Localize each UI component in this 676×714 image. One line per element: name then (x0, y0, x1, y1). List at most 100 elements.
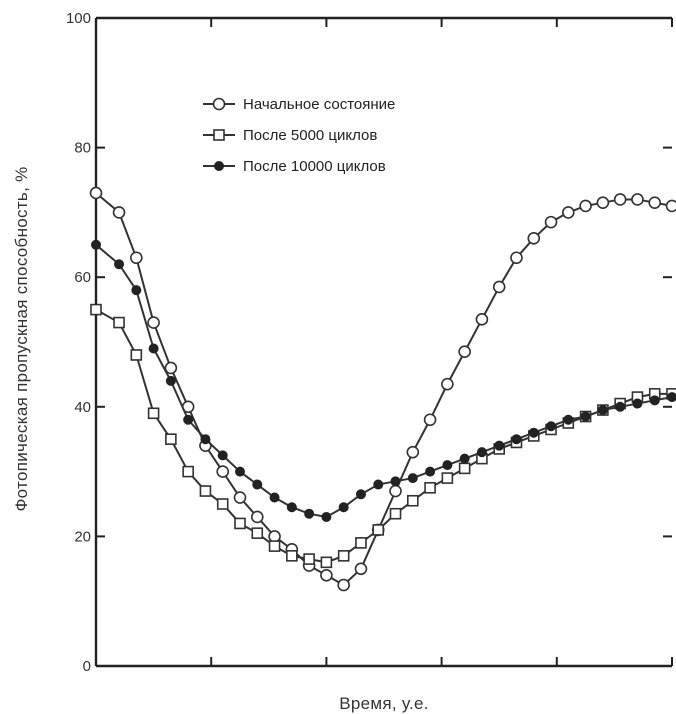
data-point (251, 527, 264, 539)
data-point (510, 251, 523, 265)
data-point (183, 414, 194, 425)
data-point (130, 349, 143, 361)
data-point (441, 472, 454, 484)
y-tick-label: 0 (83, 658, 91, 675)
data-point (250, 510, 264, 524)
series-1 (89, 186, 676, 592)
data-point (648, 196, 662, 209)
data-point (597, 405, 608, 416)
data-point (649, 395, 660, 406)
data-point (89, 186, 103, 200)
data-point (406, 445, 420, 459)
series-line (95, 244, 673, 519)
data-point (113, 316, 125, 329)
data-point (441, 377, 454, 391)
data-point (458, 462, 471, 475)
data-point (216, 465, 230, 478)
data-point (492, 280, 506, 294)
data-point (355, 489, 366, 500)
data-point (130, 251, 143, 265)
data-point (528, 427, 539, 438)
data-point (199, 485, 212, 497)
data-point (112, 206, 126, 219)
data-point (546, 421, 557, 432)
data-point (494, 440, 505, 451)
legend-item: Начальное состояние (203, 96, 395, 113)
y-tick-label: 20 (74, 528, 91, 545)
data-point (147, 316, 160, 329)
legend-label: После 10000 циклов (243, 158, 386, 175)
data-point (459, 453, 470, 464)
data-point (424, 481, 436, 494)
data-point (407, 473, 418, 484)
data-point (268, 540, 281, 552)
data-point (164, 361, 178, 375)
data-point (320, 556, 333, 569)
y-axis-title: Фотопическая пропускная способность, % (12, 166, 31, 511)
data-point (338, 502, 349, 513)
data-point (147, 407, 160, 420)
data-point (667, 392, 676, 403)
series-line (95, 192, 673, 587)
data-point (527, 232, 541, 245)
series-group (89, 186, 676, 592)
data-point (269, 492, 280, 503)
data-point (580, 411, 591, 422)
data-point (373, 479, 384, 490)
legend-item: После 10000 циклов (203, 158, 386, 175)
data-point (596, 196, 610, 209)
data-point (286, 502, 297, 513)
data-point (355, 537, 367, 549)
data-point (544, 215, 558, 229)
data-point (389, 484, 402, 498)
data-point (131, 285, 142, 296)
legend-marker (213, 129, 225, 141)
data-point (458, 345, 471, 359)
data-point (337, 578, 350, 592)
data-point (234, 517, 246, 530)
data-point (632, 398, 643, 409)
data-point (235, 466, 245, 477)
axes (94, 16, 672, 668)
data-point (91, 239, 101, 250)
y-tick-label: 80 (74, 140, 91, 157)
data-point (182, 465, 194, 478)
data-point (562, 206, 575, 219)
data-point (476, 447, 487, 458)
data-point (665, 199, 676, 213)
legend-marker (214, 161, 224, 171)
data-point (216, 498, 229, 510)
data-point (90, 303, 102, 316)
legend-marker (212, 97, 226, 111)
data-point (475, 313, 489, 326)
data-point (303, 553, 315, 565)
data-point (425, 466, 436, 477)
data-point (268, 530, 281, 543)
axis-ticks: 0 20 40 60 80 100 (66, 10, 673, 675)
data-point (165, 375, 176, 386)
data-point (579, 199, 592, 213)
data-point (354, 562, 368, 576)
y-tick-label: 60 (74, 269, 91, 286)
data-point (423, 413, 437, 427)
data-point (320, 568, 333, 582)
legend: Начальное состояние После 5000 циклов Посл… (203, 96, 395, 175)
y-tick-label: 100 (66, 10, 91, 27)
data-point (511, 434, 522, 445)
data-point (321, 511, 332, 522)
x-axis-title: Время, у.е. (339, 694, 429, 713)
data-point (200, 434, 211, 445)
series-line (95, 308, 672, 564)
legend-label: Начальное состояние (243, 96, 395, 113)
data-point (217, 450, 228, 461)
data-point (337, 550, 350, 562)
data-point (114, 259, 125, 270)
legend-label: После 5000 циклов (243, 127, 377, 144)
legend-item: После 5000 циклов (203, 127, 377, 144)
data-point (233, 491, 247, 504)
data-point (615, 401, 626, 412)
data-point (389, 507, 402, 520)
data-point (165, 433, 177, 446)
data-point (148, 343, 159, 354)
